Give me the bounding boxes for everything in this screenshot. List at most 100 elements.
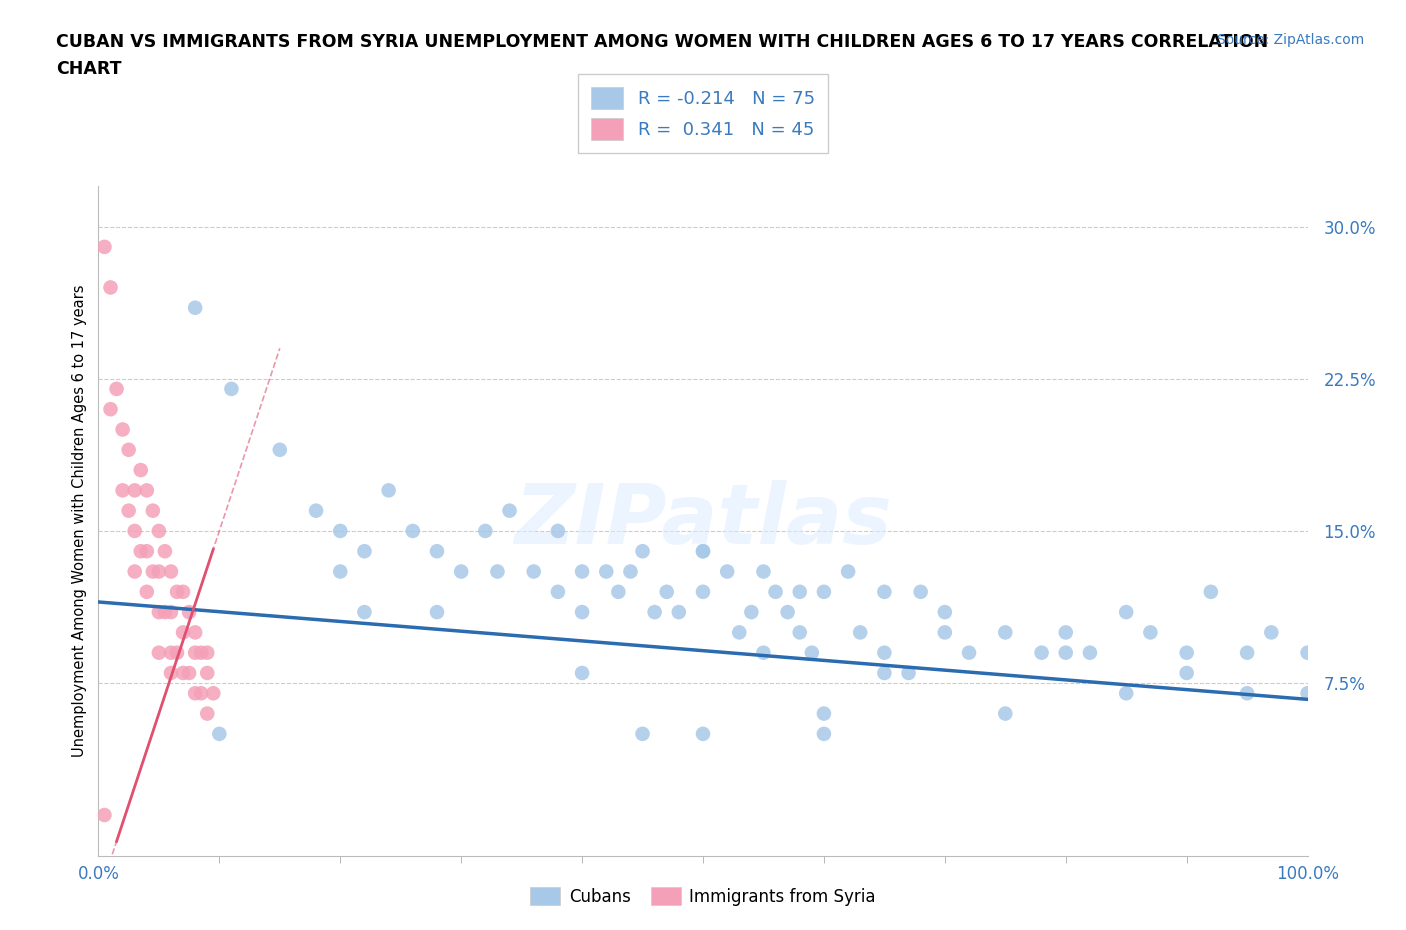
Point — [837, 565, 859, 579]
Point — [160, 565, 183, 579]
Point — [668, 604, 690, 619]
Point — [655, 584, 678, 599]
Point — [692, 726, 714, 741]
Point — [179, 604, 201, 619]
Point — [813, 584, 835, 599]
Point — [1296, 645, 1319, 660]
Point — [1236, 645, 1258, 660]
Point — [190, 685, 212, 700]
Point — [353, 604, 375, 619]
Point — [486, 565, 509, 579]
Point — [692, 544, 714, 559]
Point — [269, 443, 291, 458]
Point — [692, 544, 714, 559]
Point — [1139, 625, 1161, 640]
Point — [571, 565, 593, 579]
Point — [523, 565, 546, 579]
Point — [172, 584, 194, 599]
Point — [692, 584, 714, 599]
Point — [910, 584, 932, 599]
Point — [426, 604, 449, 619]
Point — [184, 300, 207, 315]
Point — [813, 706, 835, 721]
Text: CUBAN VS IMMIGRANTS FROM SYRIA UNEMPLOYMENT AMONG WOMEN WITH CHILDREN AGES 6 TO : CUBAN VS IMMIGRANTS FROM SYRIA UNEMPLOYM… — [56, 33, 1268, 50]
Point — [800, 645, 823, 660]
Point — [789, 584, 811, 599]
Point — [498, 503, 520, 518]
Point — [849, 625, 872, 640]
Point — [426, 544, 449, 559]
Legend: R = -0.214   N = 75, R =  0.341   N = 45: R = -0.214 N = 75, R = 0.341 N = 45 — [578, 74, 828, 153]
Point — [547, 524, 569, 538]
Point — [129, 544, 152, 559]
Point — [789, 625, 811, 640]
Point — [100, 280, 122, 295]
Point — [160, 604, 183, 619]
Point — [897, 666, 920, 681]
Point — [153, 544, 176, 559]
Point — [994, 706, 1017, 721]
Point — [934, 604, 956, 619]
Point — [994, 625, 1017, 640]
Point — [873, 584, 896, 599]
Point — [142, 503, 165, 518]
Point — [353, 544, 375, 559]
Point — [631, 726, 654, 741]
Point — [135, 544, 157, 559]
Point — [595, 565, 617, 579]
Point — [118, 443, 141, 458]
Point — [740, 604, 762, 619]
Point — [179, 666, 201, 681]
Point — [934, 625, 956, 640]
Point — [221, 381, 243, 396]
Point — [202, 685, 225, 700]
Point — [607, 584, 630, 599]
Y-axis label: Unemployment Among Women with Children Ages 6 to 17 years: Unemployment Among Women with Children A… — [72, 285, 87, 757]
Point — [166, 584, 188, 599]
Point — [111, 422, 134, 437]
Point — [172, 666, 194, 681]
Point — [93, 239, 115, 254]
Point — [184, 625, 207, 640]
Point — [329, 524, 352, 538]
Point — [450, 565, 472, 579]
Point — [148, 604, 170, 619]
Point — [124, 524, 146, 538]
Legend: Cubans, Immigrants from Syria: Cubans, Immigrants from Syria — [524, 881, 882, 912]
Point — [124, 565, 146, 579]
Point — [148, 565, 170, 579]
Point — [1199, 584, 1222, 599]
Point — [135, 483, 157, 498]
Point — [1296, 685, 1319, 700]
Point — [329, 565, 352, 579]
Point — [190, 645, 212, 660]
Point — [1260, 625, 1282, 640]
Point — [208, 726, 231, 741]
Point — [402, 524, 425, 538]
Point — [776, 604, 799, 619]
Point — [1054, 645, 1077, 660]
Point — [547, 584, 569, 599]
Point — [813, 726, 835, 741]
Point — [148, 524, 170, 538]
Point — [873, 645, 896, 660]
Point — [153, 604, 176, 619]
Point — [1054, 625, 1077, 640]
Point — [100, 402, 122, 417]
Point — [305, 503, 328, 518]
Point — [765, 584, 787, 599]
Point — [195, 645, 218, 660]
Point — [957, 645, 980, 660]
Point — [129, 462, 152, 477]
Point — [619, 565, 641, 579]
Point — [1078, 645, 1101, 660]
Point — [873, 666, 896, 681]
Point — [118, 503, 141, 518]
Point — [728, 625, 751, 640]
Point — [1175, 666, 1198, 681]
Point — [111, 483, 134, 498]
Point — [148, 645, 170, 660]
Point — [377, 483, 399, 498]
Text: CHART: CHART — [56, 60, 122, 78]
Point — [105, 381, 128, 396]
